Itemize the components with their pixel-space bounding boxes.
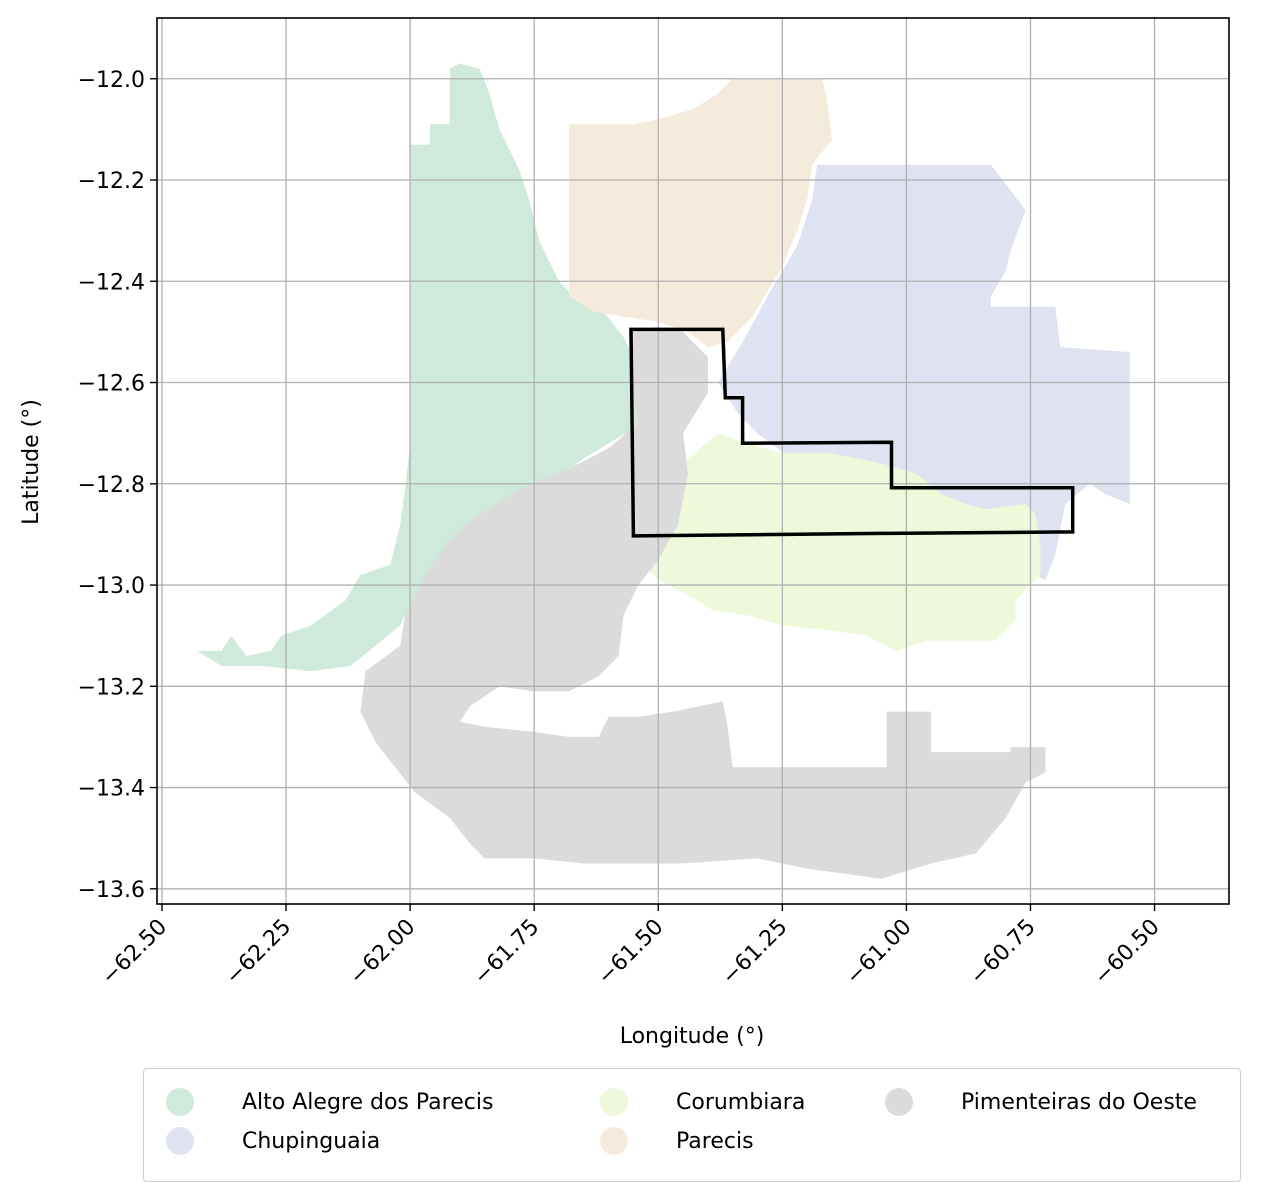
x-axis-label: Longitude (°) (620, 1024, 765, 1049)
y-tick-label: −12.2 (78, 169, 145, 194)
regions-layer (196, 63, 1130, 879)
region-chupinguaia (717, 164, 1130, 581)
region-pimenteiras-do-oeste (360, 326, 1046, 879)
y-tick-label: −13.0 (78, 574, 145, 599)
legend-swatch (885, 1088, 913, 1116)
y-tick-label: −12.4 (78, 270, 145, 295)
legend-label: Alto Alegre dos Parecis (242, 1089, 494, 1115)
y-tick-label: −13.2 (78, 675, 145, 700)
legend-label: Chupinguaia (242, 1128, 381, 1154)
axes-frame (156, 17, 1230, 905)
y-axis-label: Latitude (°) (19, 399, 44, 525)
legend-item: Corumbiara (600, 1085, 805, 1119)
legend-label: Pimenteiras do Oeste (961, 1089, 1197, 1115)
region-parecis (568, 78, 832, 348)
legend-item: Parecis (600, 1124, 754, 1158)
legend-label: Parecis (676, 1128, 754, 1154)
legend-swatch (166, 1127, 194, 1155)
y-tick-label: −12.0 (78, 68, 145, 93)
legend-swatch (166, 1088, 194, 1116)
legend-item: Alto Alegre dos Parecis (166, 1085, 493, 1119)
selection-outline (629, 327, 1075, 538)
plot-area (156, 17, 1230, 905)
legend-item: Pimenteiras do Oeste (885, 1085, 1197, 1119)
legend-label: Corumbiara (676, 1089, 806, 1115)
legend-swatch (600, 1127, 628, 1155)
y-tick-label: −12.6 (78, 372, 145, 397)
outline-layer (629, 327, 1075, 538)
y-tick-label: −13.6 (78, 878, 145, 903)
legend-swatch (600, 1088, 628, 1116)
y-tick-label: −12.8 (78, 473, 145, 498)
region-alto-alegre-dos-parecis (196, 63, 644, 672)
legend-item: Chupinguaia (166, 1124, 380, 1158)
grid-layer (157, 18, 1229, 904)
region-corumbiara (638, 433, 1041, 651)
y-tick-label: −13.4 (78, 777, 145, 802)
legend: Alto Alegre dos Parecis Chupinguaia Corumb… (143, 1068, 1241, 1182)
